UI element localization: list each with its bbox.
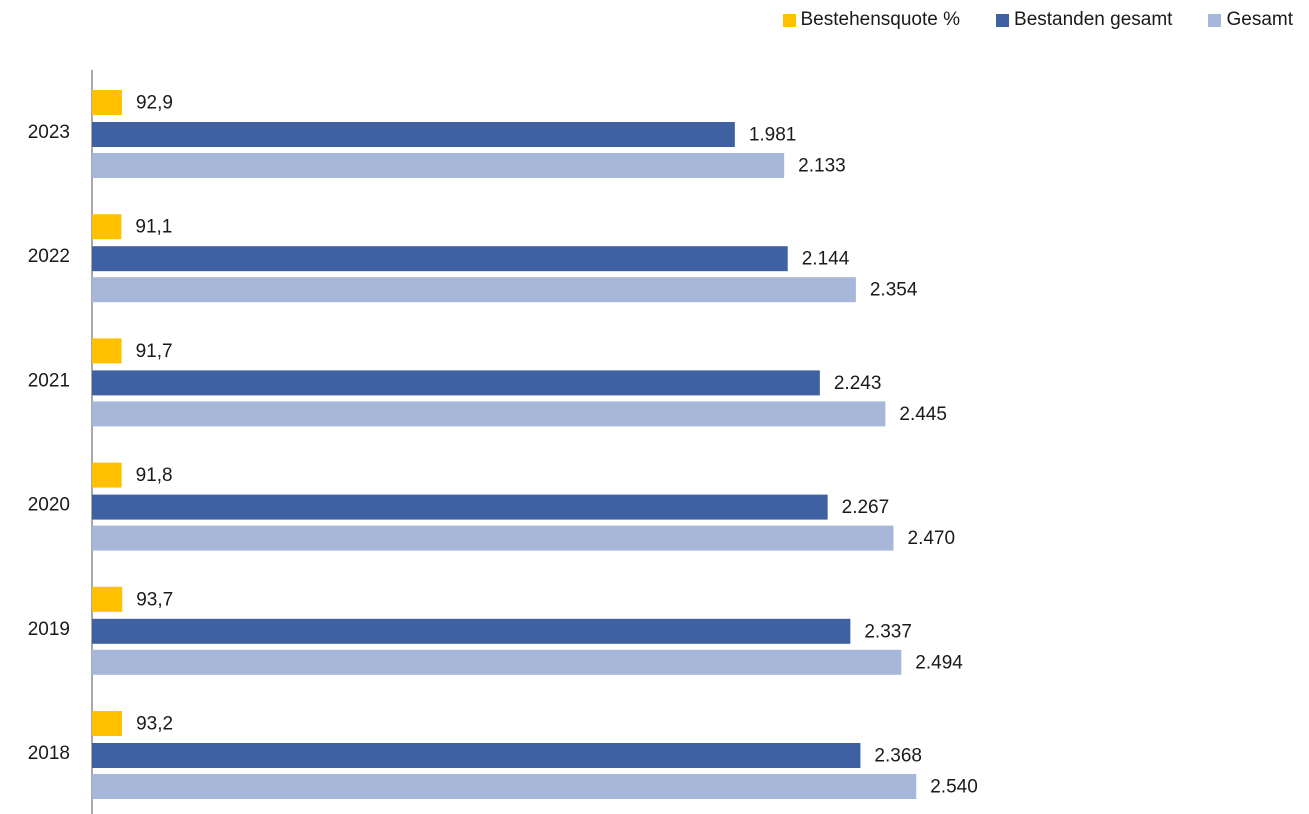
bar-bestanden-gesamt-2020 [92, 494, 828, 520]
data-label: 2.540 [930, 777, 978, 798]
data-label: 93,2 [136, 714, 173, 735]
legend-swatch-bestehensquote [782, 13, 796, 27]
legend-item-gesamt: Gesamt [1208, 9, 1293, 31]
bar-gesamt-2022 [92, 277, 856, 303]
chart-legend: Bestehensquote % Bestanden gesamt Gesamt [782, 9, 1293, 31]
y-tick-label: 2022 [28, 246, 70, 267]
bar-gesamt-2018 [92, 774, 917, 799]
bar-bestanden-gesamt-2022 [92, 246, 788, 272]
bar-bestanden-gesamt-2023 [92, 122, 735, 147]
bar-bestehensquote-2019 [92, 586, 123, 612]
y-tick-label: 2018 [28, 743, 70, 764]
y-tick-label: 2021 [28, 370, 70, 391]
data-label: 92,9 [136, 93, 173, 114]
data-label: 91,8 [136, 465, 173, 486]
data-label: 2.354 [870, 280, 918, 301]
bar-bestanden-gesamt-2019 [92, 618, 851, 644]
y-tick-label: 2019 [28, 619, 70, 640]
bar-gesamt-2021 [92, 401, 886, 427]
legend-swatch-gesamt [1208, 13, 1222, 27]
data-label: 93,7 [136, 589, 173, 610]
data-label: 2.494 [915, 652, 963, 673]
bar-bestehensquote-2021 [92, 338, 122, 364]
data-label: 91,1 [135, 217, 172, 238]
legend-label-bestanden-gesamt: Bestanden gesamt [1014, 9, 1173, 30]
bar-bestehensquote-2018 [92, 711, 123, 736]
data-label: 2.445 [899, 404, 947, 425]
bar-bestehensquote-2020 [92, 462, 122, 488]
legend-item-bestanden-gesamt: Bestanden gesamt [996, 9, 1172, 31]
legend-swatch-bestanden-gesamt [996, 13, 1010, 27]
data-label: 2.337 [864, 621, 912, 642]
legend-item-bestehensquote: Bestehensquote % [782, 9, 961, 31]
bar-bestehensquote-2022 [92, 214, 122, 240]
bar-bestanden-gesamt-2021 [92, 370, 820, 396]
data-label: 2.133 [798, 156, 846, 177]
bar-bestehensquote-2023 [92, 90, 122, 115]
data-label: 2.243 [834, 373, 882, 394]
data-label: 1.981 [749, 125, 797, 146]
bar-bestanden-gesamt-2018 [92, 743, 861, 768]
legend-label-bestehensquote: Bestehensquote % [800, 9, 961, 30]
y-tick-label: 2023 [28, 122, 70, 143]
legend-label-gesamt: Gesamt [1226, 9, 1293, 30]
data-label: 2.368 [874, 746, 922, 767]
data-label: 2.144 [802, 249, 850, 270]
bar-gesamt-2019 [92, 649, 902, 675]
y-tick-label: 2020 [28, 495, 70, 516]
bar-gesamt-2023 [92, 153, 785, 178]
data-label: 2.267 [842, 497, 890, 518]
bar-gesamt-2020 [92, 525, 894, 551]
data-label: 91,7 [136, 341, 173, 362]
data-label: 2.470 [908, 528, 956, 549]
